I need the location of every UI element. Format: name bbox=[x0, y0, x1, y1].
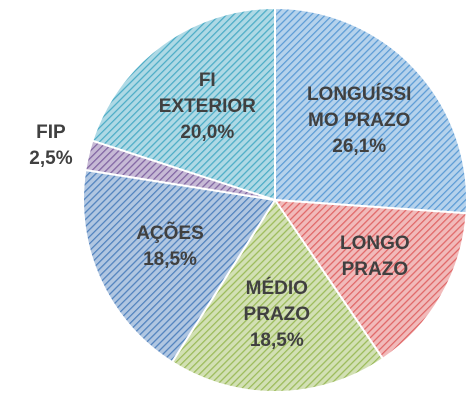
category-label: LONGUÍSSIMO PRAZO bbox=[306, 84, 412, 132]
slice-label: FI EXTERIOR 20,0% bbox=[151, 68, 263, 146]
value-label: 18,5% bbox=[249, 330, 304, 352]
value-label: 18,5% bbox=[143, 249, 197, 271]
pie-slice bbox=[274, 6, 468, 215]
category-label: FI EXTERIOR bbox=[158, 69, 256, 117]
slice-label: LONGUÍSSIMO PRAZO 26,1% bbox=[303, 82, 415, 160]
pie-slice bbox=[82, 168, 277, 364]
pie-slice bbox=[273, 198, 468, 361]
category-label: LONGO PRAZO bbox=[340, 233, 410, 281]
pie-slice bbox=[91, 6, 276, 202]
slice-label: LONGO PRAZO bbox=[319, 231, 431, 283]
category-label: MÉDIO PRAZO bbox=[243, 278, 311, 326]
value-label: 20,0% bbox=[180, 121, 235, 143]
category-label: AÇÕES bbox=[136, 223, 204, 245]
value-label: 26,1% bbox=[332, 136, 387, 158]
pie-slice bbox=[170, 198, 385, 393]
slice-label: AÇÕES 18,5% bbox=[114, 221, 226, 273]
slice-label: MÉDIO PRAZO 18,5% bbox=[221, 276, 333, 354]
slice-label: FIP 2,5% bbox=[0, 120, 107, 172]
value-label: 2,5% bbox=[29, 148, 73, 170]
category-label: FIP bbox=[36, 122, 66, 144]
